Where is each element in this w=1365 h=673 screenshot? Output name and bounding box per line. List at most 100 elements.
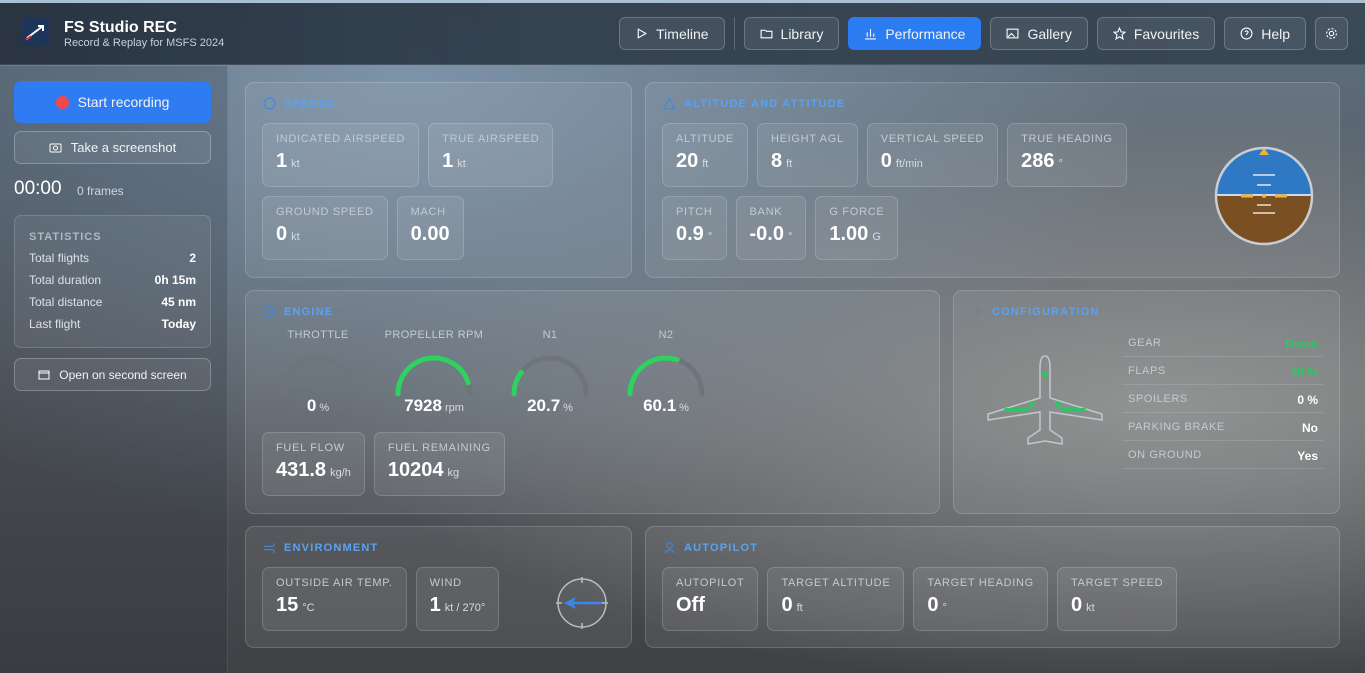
aircraft-diagram — [987, 355, 1103, 445]
speeds-panel: SPEEDS INDICATED AIRSPEED 1 kt TRUE AIRSPEE… — [245, 82, 632, 278]
value: 0 ft/min — [881, 150, 984, 173]
header: FS Studio REC Record & Replay for MSFS 2… — [0, 3, 1365, 65]
button-label: Open on second screen — [59, 367, 187, 382]
gauge: N2 60.1% — [608, 329, 724, 416]
nav-label: Performance — [885, 25, 966, 42]
config-value: Down — [1285, 337, 1318, 351]
tiles: AUTOPILOT Off TARGET ALTITUDE 0 ft TARGET HEA… — [662, 567, 1262, 631]
value-text: 1 — [276, 150, 288, 172]
gauges: THROTTLE 0% PROPELLER RPM 7928 rpm N1 20.7% N2 6… — [260, 329, 724, 416]
value-text: 0 — [276, 223, 288, 245]
value: 1 kt / 270° — [430, 594, 486, 617]
screenshot-button[interactable]: Take a screenshot — [14, 131, 211, 164]
config-row: ON GROUND Yes — [1122, 441, 1324, 469]
gauge-dial — [395, 355, 473, 397]
nav-label: Timeline — [656, 25, 709, 42]
tiles: FUEL FLOW 431.8 kg/h FUEL REMAINING 10204 kg — [262, 432, 662, 496]
camera-icon — [49, 143, 62, 153]
button-label: Take a screenshot — [70, 140, 177, 155]
value-text: 1 — [429, 594, 441, 616]
value: 0.00 — [411, 223, 450, 246]
gauge-track — [627, 355, 705, 397]
stat-row: Total distance 45 nm — [29, 295, 196, 317]
unit: % — [319, 402, 330, 414]
tiles: OUTSIDE AIR TEMP. 15 °C WIND 1 kt / 270° — [262, 567, 542, 631]
tile-label: AUTOPILOT — [676, 577, 745, 589]
tile-label: VERTICAL SPEED — [880, 133, 985, 145]
unit: kt — [291, 231, 300, 243]
tile-label: TARGET HEADING — [927, 577, 1034, 589]
tile-label: TARGET SPEED — [1070, 577, 1164, 589]
gauge-track — [395, 355, 473, 397]
panel-title: ENGINE — [263, 305, 333, 318]
engine-panel: ENGINE THROTTLE 0% PROPELLER RPM 7928 rpm N1 2… — [245, 290, 940, 514]
value-text: 0.00 — [410, 223, 450, 245]
unit: ° — [707, 231, 713, 243]
nav-timeline[interactable]: Timeline — [619, 17, 725, 50]
panel-title: ENVIRONMENT — [263, 541, 378, 554]
stat-tile: AUTOPILOT Off — [662, 567, 759, 631]
nav-label: Gallery — [1027, 25, 1072, 42]
tile-label: OUTSIDE AIR TEMP. — [276, 577, 393, 589]
config-value: No — [1302, 421, 1318, 435]
unit: % — [563, 402, 573, 414]
stat-row: Total flights 2 — [29, 251, 196, 273]
gauge-label: N1 — [542, 329, 558, 341]
value-text: 20.7 — [527, 396, 561, 415]
nav-favourites[interactable]: Favourites — [1096, 17, 1216, 50]
nav-library[interactable]: Library — [743, 17, 840, 50]
value: 0 ft — [781, 594, 890, 617]
nav-performance[interactable]: Performance — [848, 17, 982, 50]
value: 0 kt — [1071, 594, 1163, 617]
gauge-fill — [395, 355, 471, 397]
stat-tile: TRUE HEADING 286 ° — [1007, 123, 1127, 187]
stat-value: 2 — [189, 251, 196, 265]
configuration-panel: CONFIGURATION GEAR Down FLAPS 38 % SPOILERS 0… — [953, 290, 1340, 514]
value-text: 286 — [1021, 150, 1055, 172]
tiles: INDICATED AIRSPEED 1 kt TRUE AIRSPEED 1 kt GRO… — [262, 123, 562, 260]
config-label: ON GROUND — [1128, 449, 1202, 461]
value: 7928 rpm — [376, 396, 492, 416]
value: 1 kt — [442, 150, 539, 173]
record-dot — [55, 95, 69, 109]
config-value: Yes — [1297, 449, 1318, 463]
gauge-fill — [627, 355, 680, 397]
stats-title: STATISTICS — [29, 231, 102, 243]
gauge-label: PROPELLER RPM — [384, 329, 484, 341]
button-label: Start recording — [77, 94, 170, 110]
gauge-label: THROTTLE — [287, 329, 349, 341]
config-row: GEAR Down — [1122, 329, 1324, 357]
stat-tile: TARGET SPEED 0 kt — [1056, 567, 1178, 631]
stat-tile: FUEL REMAINING 10204 kg — [373, 432, 505, 496]
environment-panel: ENVIRONMENT OUTSIDE AIR TEMP. 15 °C WIND 1 kt… — [245, 526, 632, 648]
value: -0.0 ° — [750, 223, 793, 246]
nav-help[interactable]: Help — [1224, 17, 1306, 50]
title-text: ENVIRONMENT — [284, 541, 379, 554]
tile-label: MACH — [410, 206, 446, 218]
value: 431.8 kg/h — [276, 459, 351, 482]
value-text: 20 — [676, 150, 699, 172]
unit: °C — [302, 602, 315, 614]
tile-label: WIND — [429, 577, 462, 589]
unit: ° — [787, 231, 793, 243]
unit: ft — [796, 602, 803, 614]
value: 20.7% — [492, 396, 608, 416]
value: 0 kt — [276, 223, 374, 246]
value: 0% — [260, 396, 376, 416]
nav-gallery[interactable]: Gallery — [990, 17, 1088, 50]
value-text: 0 — [1070, 594, 1083, 616]
stat-tile: WIND 1 kt / 270° — [415, 567, 500, 631]
title-text: ALTITUDE AND ATTITUDE — [684, 97, 846, 110]
stat-label: Last flight — [29, 317, 81, 331]
stat-value: 45 nm — [161, 295, 196, 309]
tile-label: PITCH — [676, 206, 713, 218]
settings-button[interactable] — [1315, 17, 1348, 50]
value: 1 kt — [276, 150, 405, 173]
unit: kg — [447, 467, 460, 479]
second-screen-button[interactable]: Open on second screen — [14, 358, 211, 391]
record-button[interactable]: Start recording — [14, 81, 211, 123]
value-text: 1 — [442, 150, 454, 172]
nav-label: Favourites — [1133, 25, 1200, 42]
nav-label: Help — [1261, 25, 1290, 42]
